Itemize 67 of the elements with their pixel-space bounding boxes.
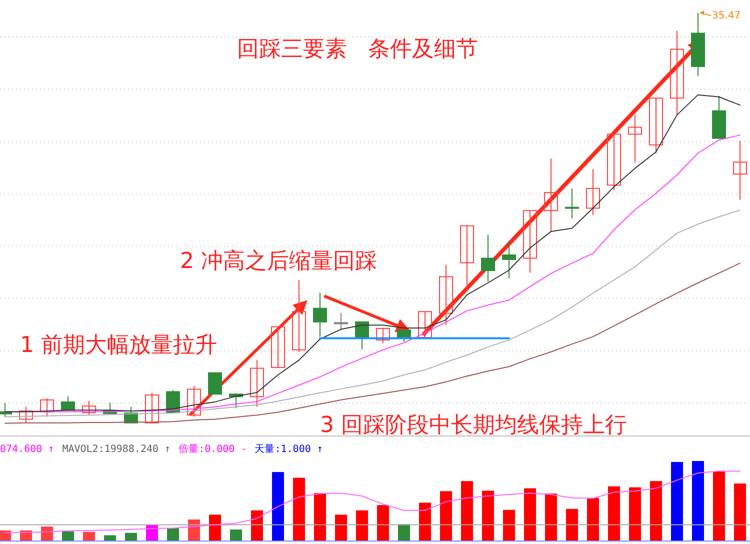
candlestick — [481, 234, 495, 282]
candlestick — [439, 264, 453, 326]
bar — [545, 494, 557, 541]
candlestick — [418, 311, 432, 338]
text: MAVOL2:19988.240 ↑ — [62, 444, 171, 455]
candlestick — [460, 225, 474, 292]
bar — [314, 493, 326, 541]
candlestick — [733, 140, 747, 200]
candlestick — [82, 400, 96, 416]
candlestick — [145, 392, 159, 424]
text: 天量:1.000 ↑ — [254, 444, 323, 455]
text: 回踩三要素 条件及细节 — [237, 37, 478, 62]
text: 074.600 ↑ — [0, 444, 54, 455]
bar — [503, 510, 515, 541]
bar — [209, 514, 221, 541]
candlestick — [397, 330, 411, 342]
bar — [104, 535, 116, 541]
candlestick — [586, 168, 600, 216]
candlestick — [670, 30, 684, 116]
bar — [167, 528, 179, 541]
bar — [377, 505, 389, 541]
candlestick — [376, 328, 390, 344]
annotation: 1 前期大幅放量拉升 — [20, 333, 217, 358]
candlestick — [502, 240, 516, 279]
bar — [671, 462, 683, 541]
annotation: 35.47 — [712, 10, 741, 22]
bar — [272, 472, 284, 541]
bar — [461, 481, 473, 541]
bar — [419, 502, 431, 541]
bar — [713, 472, 725, 541]
bar — [692, 461, 704, 541]
annotation: 3 回踩阶段中长期均线保持上行 — [320, 413, 627, 438]
bar — [629, 487, 641, 541]
bar — [482, 490, 494, 541]
candlestick — [544, 158, 558, 232]
bar — [650, 481, 662, 541]
candlestick — [649, 98, 663, 154]
candlestick — [523, 210, 537, 274]
bar — [440, 491, 452, 541]
candlestick — [565, 188, 579, 219]
bar — [83, 532, 95, 541]
bar — [125, 532, 137, 541]
candlestick — [607, 134, 621, 191]
text: 倍量:0.000 - — [178, 443, 247, 455]
bar — [335, 514, 347, 541]
bar — [62, 531, 74, 541]
candlestick — [334, 312, 348, 331]
bar — [398, 524, 410, 541]
bar — [230, 529, 242, 541]
candlestick — [250, 360, 264, 408]
bar — [356, 510, 368, 541]
bar — [524, 488, 536, 541]
bar — [734, 483, 746, 541]
candlestick — [628, 114, 642, 164]
candlestick — [19, 406, 33, 424]
bar — [566, 508, 578, 541]
candlestick — [292, 280, 306, 352]
candlestick — [187, 385, 201, 418]
bar — [251, 510, 263, 541]
candlestick — [271, 326, 285, 368]
bar — [608, 486, 620, 541]
bar — [41, 526, 53, 541]
bar — [587, 498, 599, 541]
candlestick — [313, 292, 327, 338]
annotation: 2 冲高之后缩量回踩 — [180, 249, 377, 274]
bar — [293, 478, 305, 541]
candlestick — [208, 372, 222, 395]
